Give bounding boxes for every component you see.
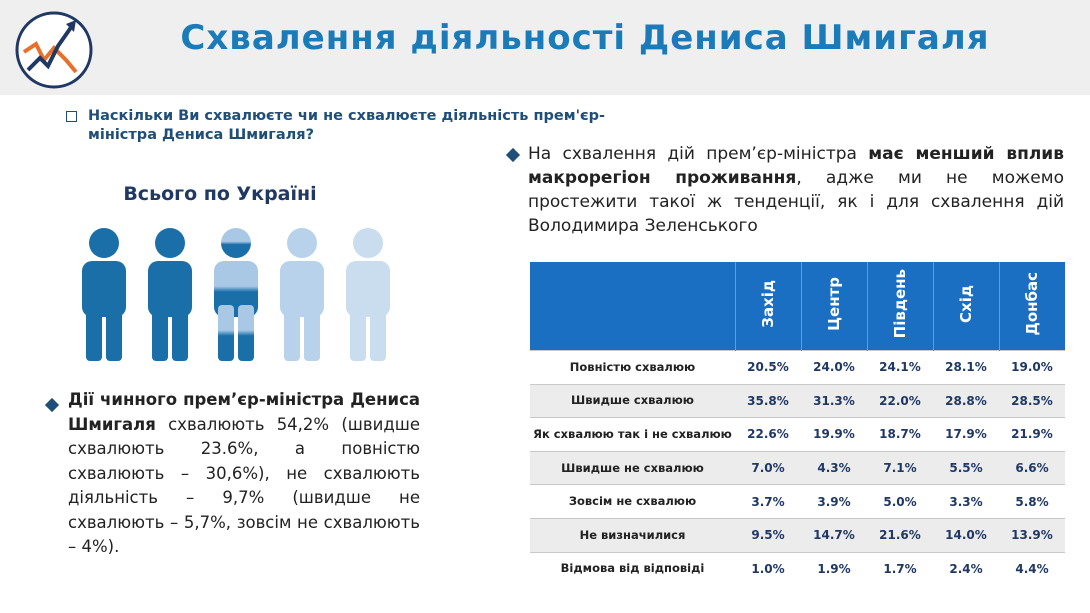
- header-cell: Захід: [734, 262, 801, 351]
- subtitle: Всього по Україні: [123, 183, 317, 205]
- row-label: Повністю схвалюю: [530, 350, 735, 385]
- column-label: Донбас: [1023, 272, 1042, 336]
- cell: 24.1%: [867, 350, 933, 385]
- bold-text: має менший вплив макрорегіон проживання: [528, 144, 1064, 188]
- cell: 14.7%: [801, 517, 867, 553]
- cell: 5.5%: [933, 450, 999, 485]
- cell: 6.6%: [999, 450, 1065, 485]
- column-label: Захід: [759, 280, 777, 328]
- cell: 1.9%: [801, 551, 867, 586]
- left-text: Дії чинного прем’єр-міністра Дениса Шмиг…: [68, 388, 420, 560]
- table: Захід Центр Південь Схід Донбас Повністю схва…: [530, 262, 1065, 586]
- cell: 9.5%: [735, 517, 801, 553]
- text: , адже ми не можемо простежити такої ж т…: [528, 168, 1064, 236]
- cell: 5.0%: [867, 484, 933, 519]
- cell: 3.9%: [801, 484, 867, 519]
- cell: 1.0%: [735, 551, 801, 586]
- cell: 5.8%: [999, 484, 1065, 519]
- cell: 31.3%: [801, 383, 867, 418]
- cell: 28.1%: [933, 350, 999, 385]
- text: схвалюють 54,2% (швидше схвалюють 23.6%,…: [68, 414, 420, 557]
- cell: 35.8%: [735, 383, 801, 418]
- column-label: Південь: [891, 269, 909, 339]
- cell: 7.1%: [867, 450, 933, 485]
- cell: 28.5%: [999, 383, 1065, 418]
- table-row: Повністю схвалюю 20.5% 24.0% 24.1% 28.1% 19.0…: [530, 350, 1065, 385]
- cell: 21.9%: [999, 417, 1065, 452]
- header-cell: Південь: [866, 262, 933, 351]
- column-label: Схід: [957, 285, 975, 323]
- cell: 1.7%: [867, 551, 933, 586]
- cell: 14.0%: [933, 517, 999, 553]
- header-cell: Донбас: [998, 262, 1065, 351]
- cell: 19.9%: [801, 417, 867, 452]
- header-cell: Центр: [800, 262, 867, 351]
- row-label: Швидше не схвалюю: [530, 450, 735, 485]
- question: Наскільки Ви схвалюєте чи не схвалюєте д…: [64, 107, 664, 145]
- row-label: Швидше схвалюю: [530, 383, 735, 418]
- bullet: [44, 397, 60, 413]
- cell: 20.5%: [735, 350, 801, 385]
- table-row: Швидше схвалюю 35.8% 31.3% 22.0% 28.8% 28.5%: [530, 383, 1065, 418]
- bullet: [505, 147, 521, 163]
- cell: 13.9%: [999, 517, 1065, 553]
- cell: 18.7%: [867, 417, 933, 452]
- row-label: Не визначилися: [530, 517, 735, 553]
- cell: 22.6%: [735, 417, 801, 452]
- cell: 21.6%: [867, 517, 933, 553]
- cell: 4.3%: [801, 450, 867, 485]
- header-cell: Схід: [932, 262, 999, 351]
- cell: 3.3%: [933, 484, 999, 519]
- row-label: Зовсім не схвалюю: [530, 484, 735, 519]
- table-row: Відмова від відповіді 1.0% 1.9% 1.7% 2.4% 4.4…: [530, 551, 1065, 586]
- cell: 28.8%: [933, 383, 999, 418]
- cell: 2.4%: [933, 551, 999, 586]
- title: Схвалення діяльності Дениса Шмигаля: [180, 18, 990, 58]
- row-label: Як схвалюю так і не схвалюю: [530, 417, 735, 452]
- cell: 7.0%: [735, 450, 801, 485]
- logo: [15, 11, 93, 89]
- cell: 22.0%: [867, 383, 933, 418]
- cell: 24.0%: [801, 350, 867, 385]
- header-cell: [530, 262, 735, 351]
- cell: 17.9%: [933, 417, 999, 452]
- figures: [82, 228, 390, 361]
- table-row: Швидше не схвалюю 7.0% 4.3% 7.1% 5.5% 6.6%: [530, 450, 1065, 485]
- bold-text: Дії чинного прем’єр-міністра Дениса Шмиг…: [68, 390, 420, 434]
- table-row: Як схвалюю так і не схвалюю 22.6% 19.9% 18.…: [530, 417, 1065, 452]
- table-row: Не визначилися 9.5% 14.7% 21.6% 14.0% 13.9%: [530, 517, 1065, 553]
- row-label: Відмова від відповіді: [530, 551, 735, 586]
- right-text: На схвалення дій прем’єр-міністра має ме…: [528, 142, 1064, 238]
- cell: 19.0%: [999, 350, 1065, 385]
- cell: 4.4%: [999, 551, 1065, 586]
- table-row: Зовсім не схвалюю 3.7% 3.9% 5.0% 3.3% 5.8%: [530, 484, 1065, 519]
- column-label: Центр: [825, 277, 843, 331]
- header-band: [0, 0, 1090, 95]
- text: На схвалення дій прем’єр-міністра: [528, 144, 869, 164]
- cell: 3.7%: [735, 484, 801, 519]
